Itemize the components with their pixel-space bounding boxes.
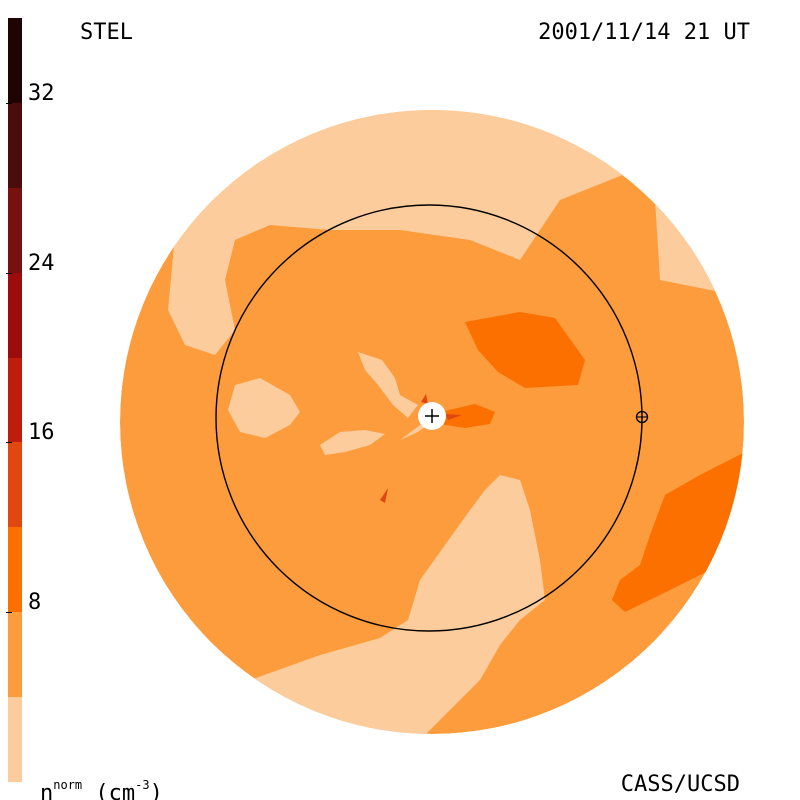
colorbar-tick — [6, 102, 12, 104]
high-density-region-east — [465, 312, 585, 388]
unit-base: n — [40, 781, 54, 800]
instrument-label: STEL — [80, 20, 133, 45]
hot-spot-tiny — [380, 488, 388, 503]
low-density-blob-west — [228, 378, 300, 438]
colorbar-segment — [8, 357, 22, 443]
low-density-region-north — [120, 110, 744, 355]
colorbar-tick-label: 8 — [28, 590, 42, 616]
high-density-region-far-east — [612, 450, 744, 612]
unit-superscript: norm — [53, 778, 83, 792]
colorbar-segment — [8, 612, 22, 698]
colorbar-tick-label: 32 — [28, 80, 55, 106]
earth-circle-cross-marker — [635, 410, 649, 424]
colorbar-tick — [6, 442, 12, 444]
low-density-streak-lower — [320, 430, 385, 455]
high-density-spot-near-sun — [440, 404, 495, 428]
unit-exponent: -3 — [135, 778, 150, 792]
colorbar-segment — [8, 102, 22, 188]
unit-paren: (cm — [95, 781, 136, 800]
density-colorbar — [8, 18, 22, 782]
timestamp-label: 2001/11/14 21 UT — [538, 20, 750, 45]
colorbar-tick — [6, 612, 12, 614]
colorbar-segment — [8, 18, 22, 103]
colorbar-unit-label: nnorm (cm-3) — [40, 774, 163, 800]
colorbar-segment — [8, 442, 22, 528]
credit-label: CASS/UCSD — [620, 772, 740, 797]
hot-spot-near-sun — [445, 414, 462, 420]
colorbar-tick-label: 16 — [28, 420, 55, 446]
sun-plus-marker — [418, 402, 446, 430]
colorbar-segment — [8, 697, 22, 782]
low-density-streak-center — [358, 352, 418, 418]
colorbar-segment — [8, 272, 22, 358]
colorbar-tick — [6, 272, 12, 274]
unit-close: ) — [149, 781, 163, 800]
colorbar-segment — [8, 187, 22, 273]
low-density-region-south — [250, 475, 545, 734]
hot-spot-above-sun — [421, 394, 428, 404]
colorbar-segment — [8, 527, 22, 613]
colorbar-tick-label: 24 — [28, 250, 55, 276]
